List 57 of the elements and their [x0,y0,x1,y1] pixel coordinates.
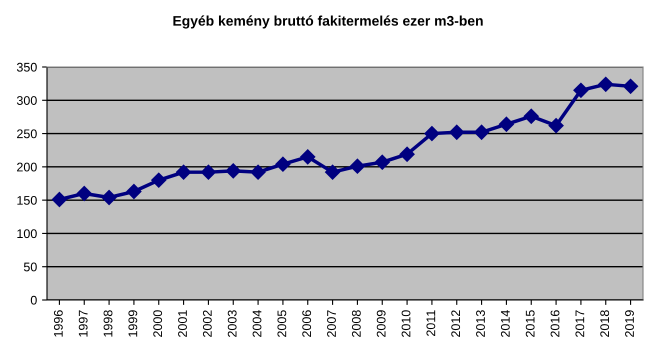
y-tick-label: 250 [17,129,37,138]
point [176,164,192,180]
x-tick-label: 1999 [128,310,138,337]
point [424,126,440,142]
point [126,184,142,200]
y-tick-label: 300 [16,96,37,105]
point [400,146,415,162]
x-tick-label: 2002 [202,310,212,337]
point [374,154,390,170]
y-tick-label: 350 [16,62,37,72]
x-tick-label: 2016 [550,310,560,337]
point [250,164,266,180]
point [623,78,638,94]
x-tick-label: 2014 [500,310,510,337]
x-tick-label: 2007 [327,310,336,337]
point [498,116,514,132]
x-tick-label: 2012 [451,310,460,337]
point [350,158,365,174]
y-tick-label: 50 [24,262,37,272]
x-tick-label: 1997 [78,310,88,337]
point [548,118,564,134]
x-tick-label: 2013 [476,310,485,337]
x-tick-label: 2009 [376,310,386,337]
x-tick-label: 2010 [402,310,410,337]
x-tick-label: 2003 [228,310,237,337]
point [226,163,241,178]
y-tick-label: 150 [17,196,37,205]
point [76,186,92,202]
x-tick-label: 2006 [302,310,312,337]
y-tick-label: 0 [30,296,37,305]
y-tick-label: 200 [17,162,37,172]
point [474,124,490,140]
point [300,149,316,164]
x-tick-label: 2004 [252,310,262,337]
point [524,108,539,124]
point [151,172,166,188]
point [275,156,290,172]
point [200,164,216,180]
point [102,190,117,206]
x-tick-label: 2018 [600,310,610,337]
x-tick-label: 2017 [575,310,584,337]
chart-title: Egyéb kemény bruttó fakitermelés ezer m3-ben [173,15,483,29]
point [598,76,614,92]
y-tick-label: 100 [17,229,37,238]
x-tick-label: 1998 [104,310,112,337]
point [449,124,464,140]
x-tick-label: 2011 [426,310,436,336]
x-tick-label: 2019 [625,310,634,337]
point [573,82,588,98]
x-tick-label: 2015 [526,310,535,337]
x-tick-label: 2005 [277,310,286,337]
point [52,192,67,208]
x-tick-label: 2000 [153,310,162,337]
x-tick-label: 2008 [352,310,361,337]
x-tick-label: 1996 [54,310,63,337]
x-tick-label: 2001 [178,310,187,337]
point [325,164,340,180]
